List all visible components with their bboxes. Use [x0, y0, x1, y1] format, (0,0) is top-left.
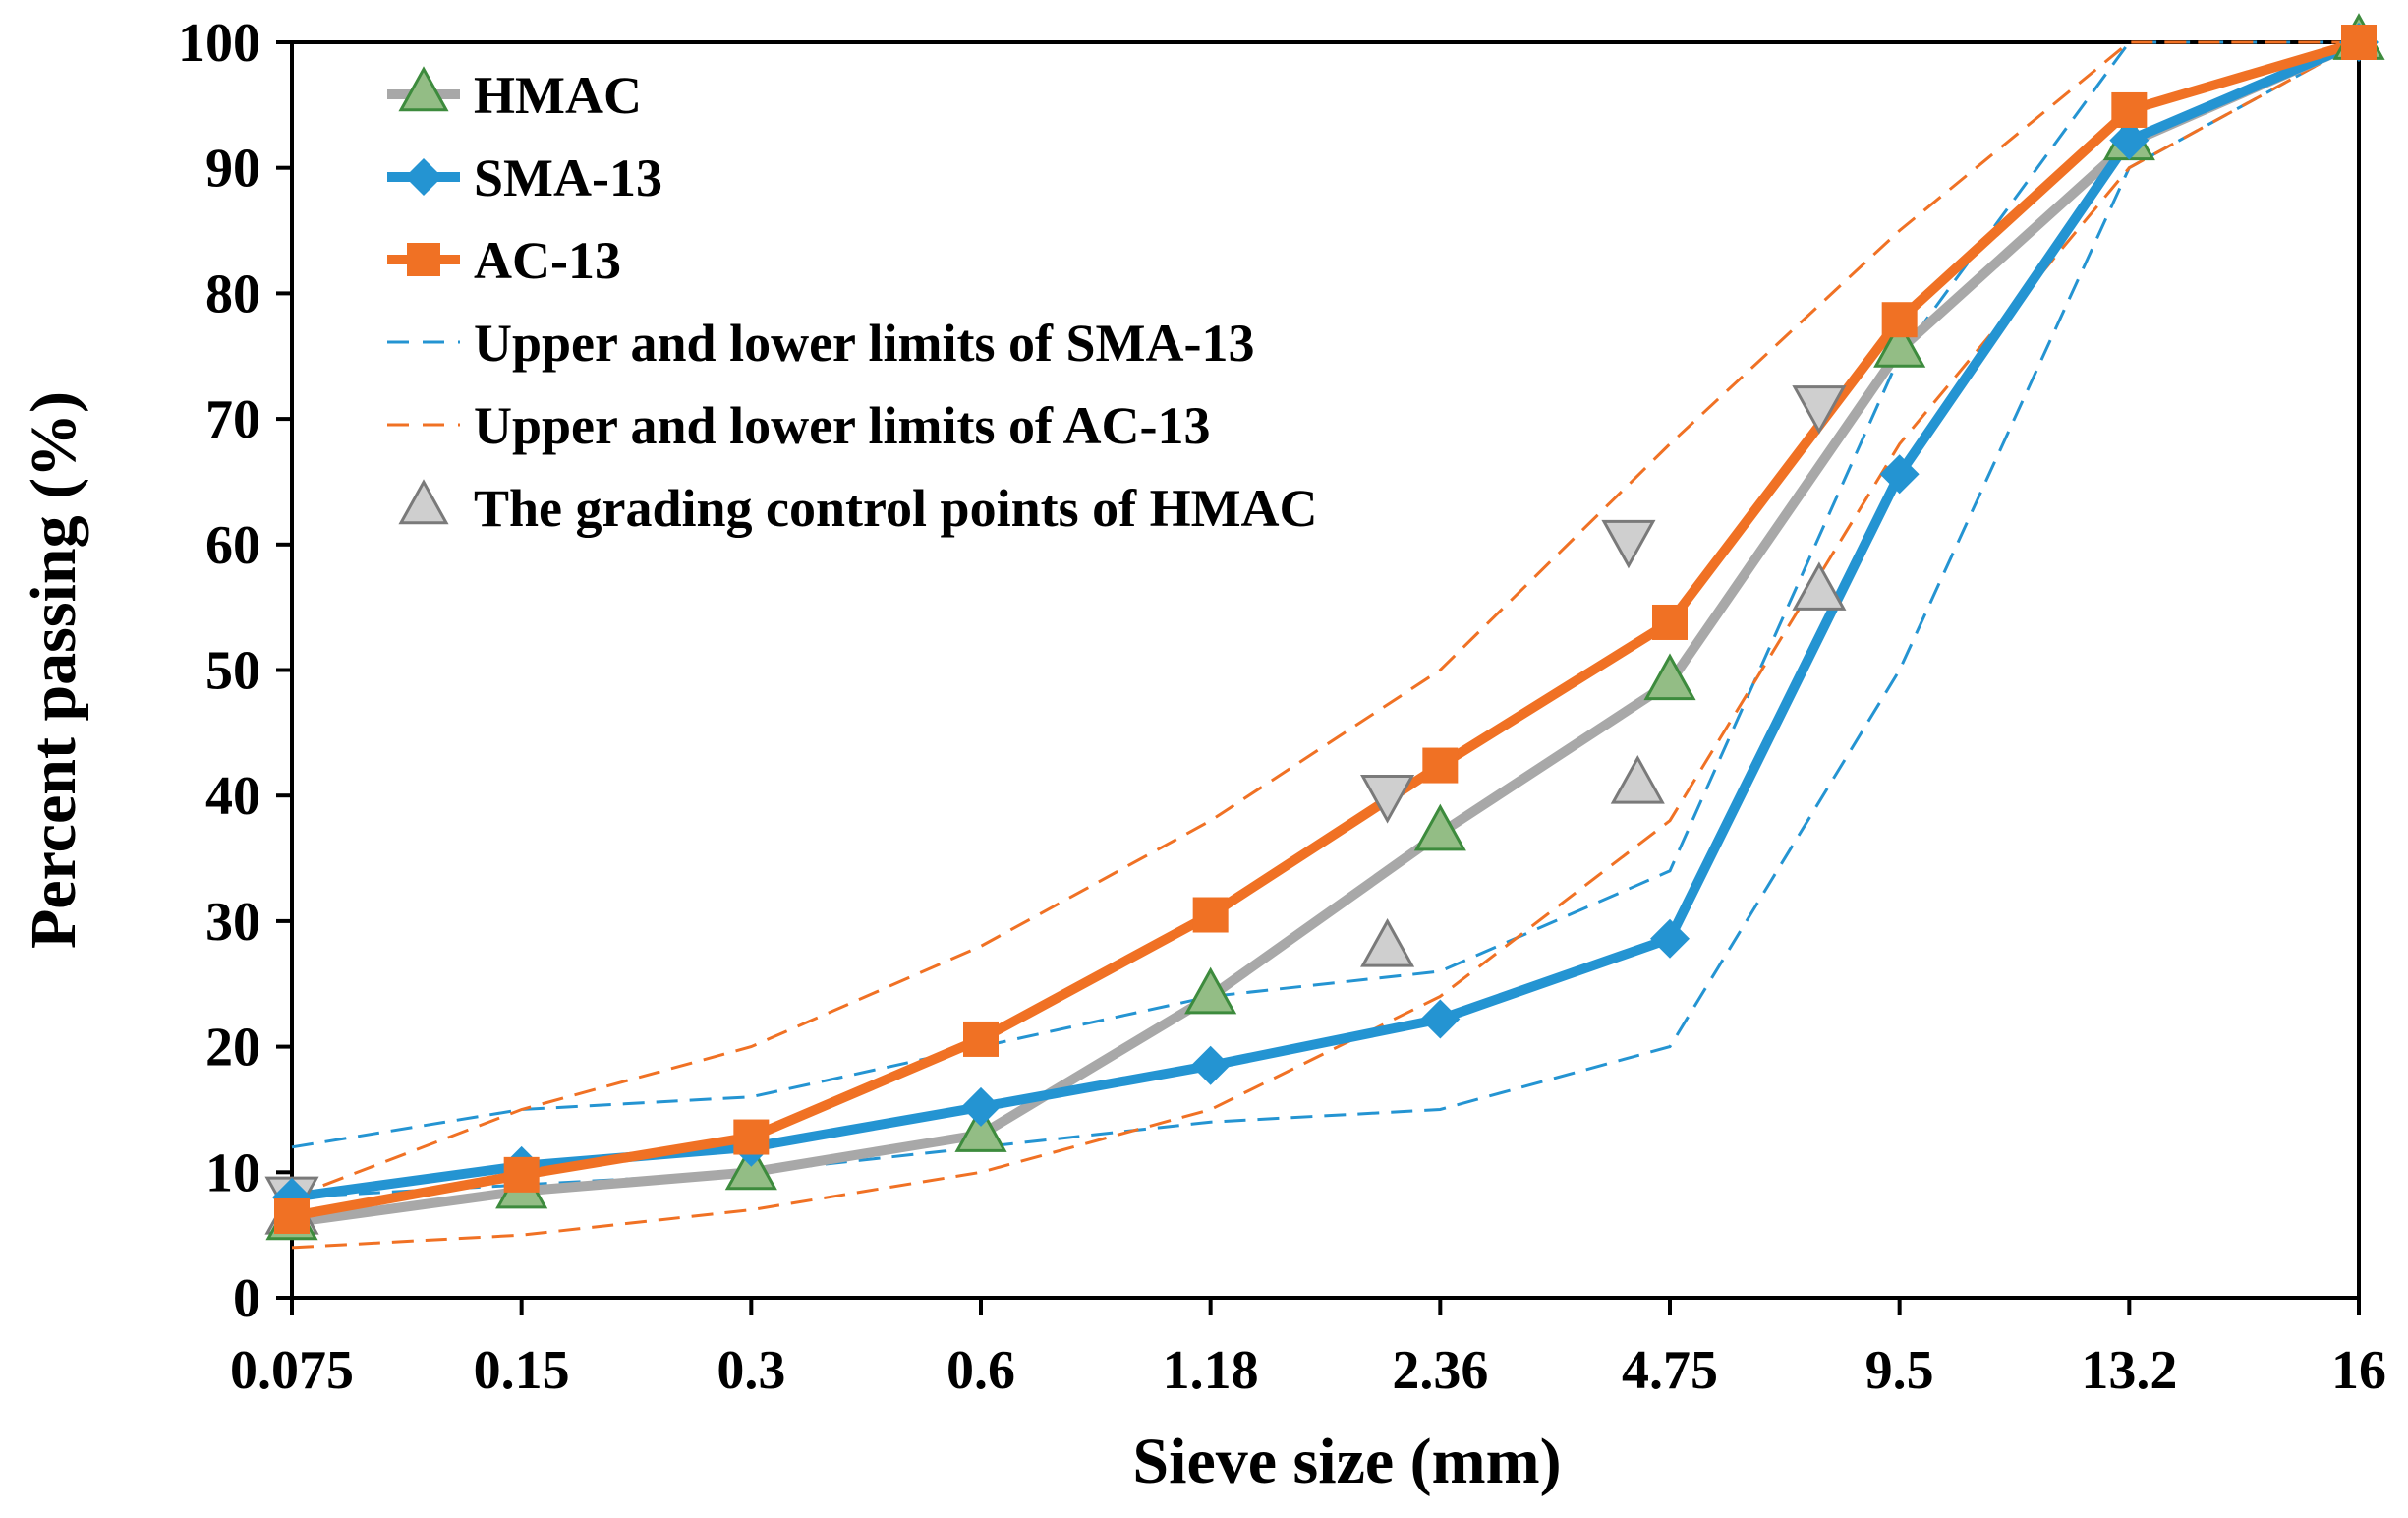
control-point-upper — [1601, 519, 1656, 569]
ac13-point — [274, 1197, 310, 1234]
series-line-ac-13 — [291, 37, 2361, 1221]
y-tick-label: 10 — [205, 1142, 260, 1203]
control-point-lower — [1610, 754, 1665, 804]
hmac-point — [1873, 320, 1926, 368]
x-tick-label: 0.15 — [474, 1340, 570, 1401]
axes: 0 10 20 30 40 50 60 70 80 90 100 0.075 0.15 0.3 0.6 1.1… — [178, 13, 2386, 1401]
legend-marker-control — [398, 479, 449, 525]
legend-label: Upper and lower limits of SMA-13 — [474, 314, 1255, 373]
legend-label: The grading control points of HMAC — [474, 479, 1318, 538]
x-tick-label: 0.6 — [946, 1340, 1015, 1401]
ac13-point — [733, 1119, 770, 1155]
y-tick-label: 30 — [205, 892, 260, 953]
sma13-point — [1190, 1045, 1231, 1085]
series-markers — [265, 13, 2385, 1241]
x-tick-label: 0.3 — [717, 1340, 785, 1401]
series-line-hmac — [291, 37, 2362, 1228]
hmac-point — [1643, 653, 1696, 701]
legend-marker-triangle — [398, 66, 449, 112]
ac13-point — [503, 1156, 540, 1193]
sma13-point — [1650, 918, 1690, 959]
legend-label: AC-13 — [474, 231, 621, 290]
y-axis-title: Percent passing (%) — [18, 391, 89, 949]
sma13-point — [961, 1086, 1001, 1127]
control-point-lower — [1792, 561, 1847, 611]
legend-label: SMA-13 — [474, 148, 662, 207]
legend-marker-square — [407, 243, 440, 276]
hmac-point — [1413, 803, 1466, 851]
ac13-point — [2341, 25, 2377, 60]
legend-item-hmac: HMAC — [387, 66, 642, 125]
y-tick-label: 80 — [205, 263, 260, 324]
control-point-upper — [1360, 775, 1415, 824]
x-tick-label: 0.075 — [230, 1340, 354, 1401]
x-tick-label: 13.2 — [2081, 1340, 2177, 1401]
x-tick-label: 16 — [2331, 1340, 2386, 1401]
hmac-point — [954, 1105, 1007, 1152]
y-tick-label: 90 — [205, 139, 260, 200]
legend-item-sma: SMA-13 — [387, 148, 662, 207]
ac13-point — [2111, 91, 2148, 128]
x-tick-label: 2.36 — [1392, 1340, 1488, 1401]
ac13-point — [1192, 897, 1229, 933]
x-axis-ticks: 0.075 0.15 0.3 0.6 1.18 2.36 4.75 9.5 13.2 16 — [230, 1298, 2386, 1401]
sma13-point — [1420, 999, 1461, 1039]
series-group — [291, 37, 2362, 1228]
sma13-point — [1879, 454, 1920, 495]
legend-label: HMAC — [474, 66, 642, 125]
hmac-point — [724, 1142, 777, 1191]
x-tick-label: 9.5 — [1865, 1340, 1934, 1401]
lower-limit-line-ac13 — [291, 40, 2360, 1250]
hmac-point — [1184, 966, 1237, 1015]
upper-limit-line-sma13 — [291, 40, 2359, 1149]
y-tick-label: 100 — [178, 13, 260, 74]
upper-limit-line-ac13 — [291, 40, 2359, 1199]
y-tick-label: 20 — [205, 1018, 260, 1079]
control-point-lower — [1360, 918, 1415, 967]
y-tick-label: 0 — [233, 1268, 260, 1329]
x-tick-label: 4.75 — [1622, 1340, 1718, 1401]
x-axis-title: Sieve size (mm) — [1132, 1426, 1561, 1497]
limit-lines — [291, 40, 2360, 1250]
ac13-point — [1881, 302, 1918, 338]
ac13-point — [1422, 747, 1459, 784]
control-point-upper — [1792, 385, 1847, 435]
ac13-point — [1652, 604, 1688, 640]
legend-label: Upper and lower limits of AC-13 — [474, 396, 1211, 455]
legend-marker-diamond — [405, 158, 442, 196]
x-tick-label: 1.18 — [1163, 1340, 1259, 1401]
y-tick-label: 70 — [205, 389, 260, 450]
legend-item-lim-sma: Upper and lower limits of SMA-13 — [387, 314, 1255, 373]
ac13-point — [963, 1021, 999, 1057]
y-axis-ticks: 0 10 20 30 40 50 60 70 80 90 100 — [178, 13, 292, 1329]
y-tick-label: 50 — [205, 641, 260, 702]
legend: HMAC SMA-13 AC-13 Upper and lower limits of… — [387, 66, 1318, 538]
y-tick-label: 40 — [205, 766, 260, 827]
sma13-point — [2109, 120, 2150, 160]
legend-item-ctrl: The grading control points of HMAC — [398, 479, 1318, 538]
legend-item-ac: AC-13 — [387, 231, 621, 290]
y-tick-label: 60 — [205, 515, 260, 576]
legend-item-lim-ac: Upper and lower limits of AC-13 — [387, 396, 1211, 455]
